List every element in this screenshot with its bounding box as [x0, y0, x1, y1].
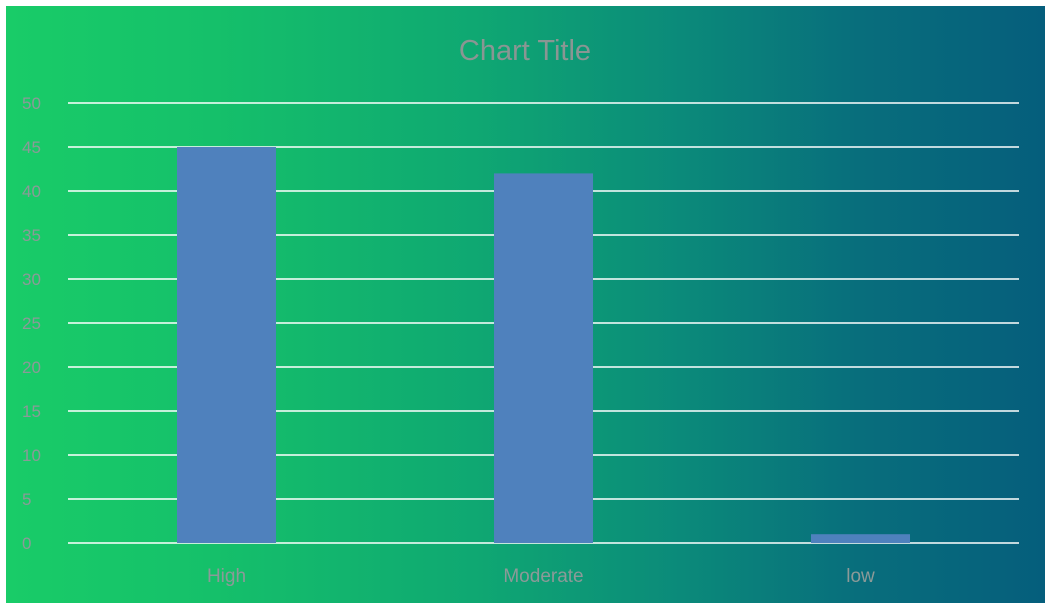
chart-area: 0 5 10 15 20 25 30 35 40 45 50 High Moderate low Cha…: [6, 6, 1045, 603]
bars: [177, 147, 910, 543]
y-tick-label: 20: [22, 358, 41, 377]
bar-moderate: [494, 173, 593, 543]
y-tick-label: 50: [22, 94, 41, 113]
x-category-label: low: [846, 566, 875, 587]
y-tick-label: 10: [22, 446, 41, 465]
x-category-label: Moderate: [503, 566, 583, 587]
y-tick-label: 40: [22, 182, 41, 201]
y-tick-label: 30: [22, 270, 41, 289]
y-tick-label: 45: [22, 138, 41, 157]
y-tick-label: 5: [22, 490, 31, 509]
chart-title: Chart Title: [459, 35, 591, 67]
y-axis-tick-labels: 0 5 10 15 20 25 30 35 40 45 50: [22, 94, 41, 553]
y-tick-label: 25: [22, 314, 41, 333]
x-category-label: High: [207, 566, 246, 587]
y-tick-label: 35: [22, 226, 41, 245]
bar-chart: 0 5 10 15 20 25 30 35 40 45 50 High Moderate low Cha…: [22, 35, 1019, 587]
bar-low: [811, 534, 910, 543]
y-tick-label: 15: [22, 402, 41, 421]
x-axis-category-labels: High Moderate low: [207, 566, 875, 587]
y-tick-label: 0: [22, 534, 31, 553]
bar-high: [177, 147, 276, 543]
